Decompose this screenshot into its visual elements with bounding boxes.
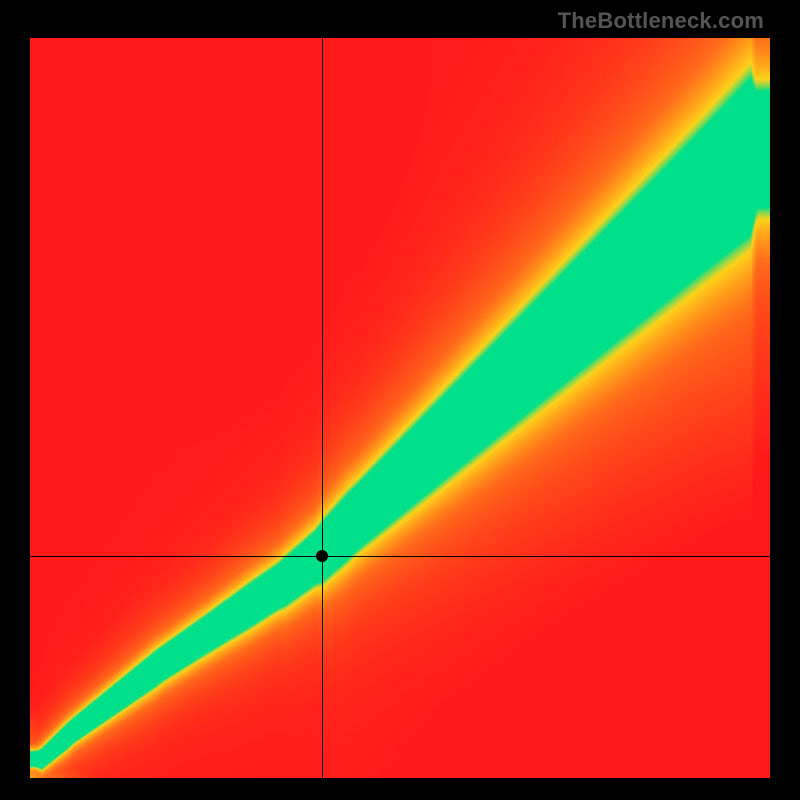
heatmap-plot bbox=[30, 38, 770, 778]
heatmap-canvas bbox=[30, 38, 770, 778]
page-root: TheBottleneck.com bbox=[0, 0, 800, 800]
attribution-text: TheBottleneck.com bbox=[558, 8, 764, 34]
